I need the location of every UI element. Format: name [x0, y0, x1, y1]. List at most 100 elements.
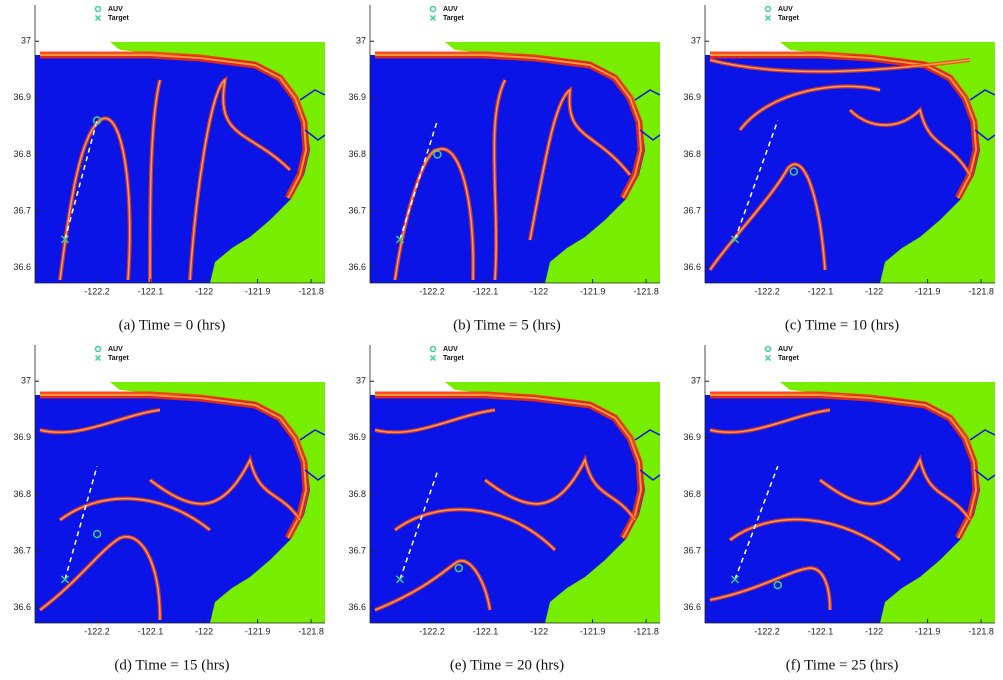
x-tick-label: -122.1 [808, 286, 834, 296]
legend-label: AUV [108, 6, 123, 13]
land [445, 382, 660, 623]
x-tick-label: -121.8 [298, 626, 324, 636]
legend-marker [764, 14, 772, 22]
land [780, 382, 995, 623]
path-line [399, 471, 439, 580]
panel: -122.2 -122.1 -122 -121.9 -121.8 36.6 36.7 36.8… [683, 345, 996, 673]
x-tick-label: -121.9 [580, 626, 606, 636]
y-tick-label: 36.9 [348, 92, 366, 102]
legend-marker [429, 14, 437, 22]
y-tick-label: 37 [691, 376, 701, 386]
ridge-core [739, 85, 881, 131]
ridge-core [849, 108, 971, 176]
y-tick-label: 37 [21, 376, 31, 386]
point [730, 235, 739, 244]
land [110, 382, 325, 623]
point [773, 580, 783, 590]
x-tick-label: -122 [195, 626, 213, 636]
y-tick-label: 36.6 [683, 602, 701, 612]
y-tick-label: 37 [356, 36, 366, 46]
y-tick-label: 36.8 [348, 489, 366, 499]
x-tick-label: -122 [195, 286, 213, 296]
ridge-core [149, 79, 161, 283]
y-tick-label: 36.6 [348, 602, 366, 612]
x-tick-label: -122 [530, 626, 548, 636]
legend-marker [429, 345, 437, 353]
x-tick-label: -122 [865, 286, 883, 296]
caption: (b) Time = 5 (hrs) [453, 317, 561, 333]
y-tick-label: 36.7 [348, 205, 366, 215]
y-tick-label: 36.8 [348, 149, 366, 159]
point [92, 529, 102, 539]
coast-ridge-core [40, 394, 308, 539]
point [60, 575, 69, 584]
path-line [399, 120, 439, 240]
y-tick-label: 36.9 [683, 432, 701, 442]
x-tick-label: -121.9 [245, 286, 271, 296]
ridge-core [709, 59, 971, 73]
legend-label: AUV [108, 346, 123, 353]
legend-label: AUV [443, 6, 458, 13]
ridge-core [189, 78, 291, 281]
ridge-core [59, 117, 131, 281]
y-tick-label: 36.6 [683, 262, 701, 272]
x-tick-label: -122 [865, 626, 883, 636]
y-tick-label: 36.7 [683, 205, 701, 215]
legend-marker [94, 14, 102, 22]
ridge-core [394, 508, 556, 551]
panel: -122.2 -122.1 -122 -121.9 -121.8 36.6 36.7 36.8… [13, 5, 326, 333]
y-tick-label: 37 [691, 36, 701, 46]
y-tick-label: 36.9 [683, 92, 701, 102]
point [730, 575, 739, 584]
land [780, 42, 995, 283]
x-tick-label: -122.2 [84, 286, 110, 296]
coast-ridge-core [710, 394, 978, 539]
legend-label: Target [443, 355, 465, 362]
y-tick-label: 36.7 [13, 545, 31, 555]
y-tick-label: 37 [21, 36, 31, 46]
river [299, 429, 326, 481]
panel: -122.2 -122.1 -122 -121.9 -121.8 36.6 36.7 36.8… [683, 5, 996, 333]
point [395, 575, 404, 584]
panel: -122.2 -122.1 -122 -121.9 -121.8 36.6 36.7 36.8… [13, 345, 326, 673]
panel: -122.2 -122.1 -122 -121.9 -121.8 36.6 36.7 36.8… [348, 345, 661, 673]
y-tick-label: 36.9 [13, 432, 31, 442]
point [92, 116, 102, 125]
y-tick-label: 36.9 [348, 432, 366, 442]
x-tick-label: -121.8 [968, 626, 994, 636]
x-tick-label: -122.2 [419, 626, 445, 636]
x-tick-label: -122.2 [754, 626, 780, 636]
point [60, 235, 69, 244]
x-tick-label: -121.9 [245, 626, 271, 636]
legend-marker [764, 354, 772, 362]
legend-marker [94, 5, 102, 13]
caption: (d) Time = 15 (hrs) [114, 657, 229, 673]
ridge-core [39, 536, 161, 621]
caption: (c) Time = 10 (hrs) [785, 317, 899, 333]
ridge-core [709, 567, 831, 611]
river [969, 429, 996, 481]
path-line [64, 120, 98, 240]
coast-ridge-core [375, 54, 643, 199]
ridge-core [493, 79, 506, 281]
legend-marker [94, 354, 102, 362]
coast-ridge-core [40, 54, 308, 199]
x-tick-label: -121.9 [915, 626, 941, 636]
x-tick-label: -121.9 [580, 286, 606, 296]
caption: (e) Time = 20 (hrs) [450, 657, 564, 673]
y-tick-label: 36.7 [348, 545, 366, 555]
river [299, 89, 326, 141]
y-tick-label: 36.6 [13, 602, 31, 612]
y-tick-label: 36.7 [683, 545, 701, 555]
ridge-core [374, 560, 491, 611]
coast-ridge-core [710, 54, 978, 199]
ridge-core [149, 457, 301, 521]
legend-label: Target [443, 15, 465, 22]
x-tick-label: -121.8 [968, 286, 994, 296]
legend-marker [429, 354, 437, 362]
ridge-core [819, 457, 971, 521]
x-tick-label: -122.1 [473, 626, 499, 636]
legend-marker [94, 345, 102, 353]
x-tick-label: -121.8 [298, 286, 324, 296]
y-tick-label: 36.8 [683, 149, 701, 159]
